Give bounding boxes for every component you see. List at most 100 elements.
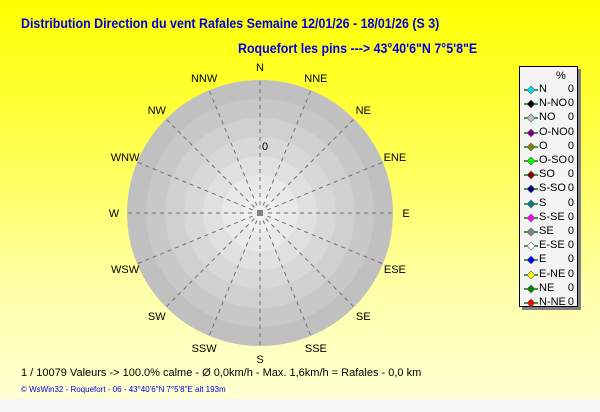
legend-value: 0	[567, 253, 574, 266]
spoke-nne	[262, 89, 312, 206]
legend-marker-icon	[524, 270, 538, 280]
spoke-sw	[165, 218, 255, 308]
legend-item: NE 0	[520, 282, 577, 296]
spoke-wsw	[136, 215, 253, 265]
chart-title: Distribution Direction du vent Rafales S…	[21, 16, 440, 31]
legend: % N 0 N-NO 0 NO 0 O-NO 0 O 0 O-SO 0 SO 0 S-SO 0 S 0 S-SE 0 S…	[519, 66, 578, 310]
direction-label-nnw: NNW	[191, 73, 218, 85]
spoke-nnw	[208, 89, 258, 206]
legend-value: 0	[567, 182, 574, 195]
legend-item: SO 0	[520, 168, 577, 182]
direction-label-nw: NW	[148, 105, 167, 117]
legend-header: %	[556, 70, 566, 82]
legend-marker-icon	[524, 156, 538, 166]
legend-item: E-SE 0	[520, 239, 577, 253]
legend-value: 0	[567, 111, 574, 124]
direction-label-ese: ESE	[384, 264, 406, 276]
legend-marker-icon	[524, 170, 538, 180]
legend-value: 0	[567, 225, 574, 237]
legend-item: N-NE 0	[520, 296, 577, 310]
spoke-ene	[267, 161, 384, 211]
legend-value: 0	[567, 168, 574, 181]
legend-label: NO	[539, 111, 556, 124]
legend-label: O	[539, 139, 548, 152]
legend-value: 0	[567, 139, 574, 152]
legend-item: S-SE 0	[520, 211, 577, 225]
spoke-se	[265, 218, 355, 308]
legend-label: S-SO	[539, 182, 566, 195]
radial-tick-label: 0	[262, 141, 268, 153]
legend-value: 0	[567, 267, 574, 280]
legend-marker-icon	[524, 227, 538, 237]
direction-label-ene: ENE	[384, 152, 407, 164]
legend-label: S-SE	[539, 210, 565, 223]
legend-marker-icon	[524, 99, 538, 109]
legend-label: E-SE	[539, 239, 565, 252]
direction-label-se: SE	[356, 311, 371, 323]
direction-label-ne: NE	[356, 105, 371, 117]
legend-label: N	[539, 83, 547, 95]
legend-value: 0	[567, 281, 574, 294]
legend-marker-icon	[524, 284, 538, 294]
spoke-wnw	[136, 161, 253, 211]
legend-marker-icon	[524, 255, 538, 265]
stats-line: 1 / 10079 Valeurs -> 100.0% calme - Ø 0,…	[21, 367, 422, 379]
legend-marker-icon	[524, 128, 538, 138]
spoke-nw	[165, 118, 255, 208]
legend-item: E-NE 0	[520, 268, 577, 282]
legend-marker-icon	[524, 241, 538, 251]
legend-item: O-NO 0	[520, 126, 577, 140]
bottom-bar	[0, 399, 600, 412]
legend-marker-icon	[524, 184, 538, 194]
direction-label-e: E	[402, 208, 409, 220]
legend-label: SE	[539, 225, 554, 237]
legend-item: S-SO 0	[520, 182, 577, 196]
legend-value: 0	[567, 210, 574, 223]
legend-label: E	[539, 253, 547, 266]
legend-marker-icon	[524, 113, 538, 123]
center-calm-marker	[257, 210, 263, 216]
legend-label: N-NE	[539, 296, 566, 308]
legend-item: O-SO 0	[520, 154, 577, 168]
legend-label: E-NE	[539, 267, 566, 280]
legend-marker-icon	[524, 85, 538, 95]
legend-marker-icon	[524, 213, 538, 223]
legend-value: 0	[567, 154, 574, 166]
legend-value: 0	[567, 83, 574, 95]
direction-label-wnw: WNW	[111, 152, 140, 164]
spoke-sse	[262, 220, 312, 337]
spoke-ssw	[208, 220, 258, 337]
legend-marker-icon	[524, 298, 538, 308]
legend-item: NO 0	[520, 111, 577, 125]
direction-label-w: W	[109, 208, 120, 220]
legend-marker-icon	[524, 142, 538, 152]
spoke-ne	[265, 118, 355, 208]
footer-credit: © WsWin32 - Roquefort - 06 - 43°40'6"N 7…	[21, 385, 226, 394]
legend-value: 0	[567, 196, 574, 209]
legend-label: S	[539, 196, 547, 209]
legend-label: N-NO	[539, 97, 568, 110]
spoke-ese	[267, 215, 384, 265]
direction-label-wsw: WSW	[111, 264, 140, 276]
legend-label: O-SO	[539, 154, 568, 166]
legend-value: 0	[567, 125, 574, 138]
legend-value: 0	[567, 296, 574, 308]
legend-marker-icon	[524, 199, 538, 209]
direction-label-s: S	[256, 354, 263, 366]
direction-label-sw: SW	[148, 311, 166, 323]
legend-label: NE	[539, 281, 555, 294]
legend-label: O-NO	[539, 125, 568, 138]
chart-subtitle: Roquefort les pins ---> 43°40'6"N 7°5'8"…	[238, 41, 478, 56]
legend-label: SO	[539, 168, 555, 181]
legend-item: N-NO 0	[520, 97, 577, 111]
legend-item: SE 0	[520, 225, 577, 239]
legend-value: 0	[567, 239, 574, 252]
legend-value: 0	[567, 97, 574, 110]
direction-label-n: N	[256, 62, 264, 74]
direction-label-sse: SSE	[305, 343, 327, 355]
